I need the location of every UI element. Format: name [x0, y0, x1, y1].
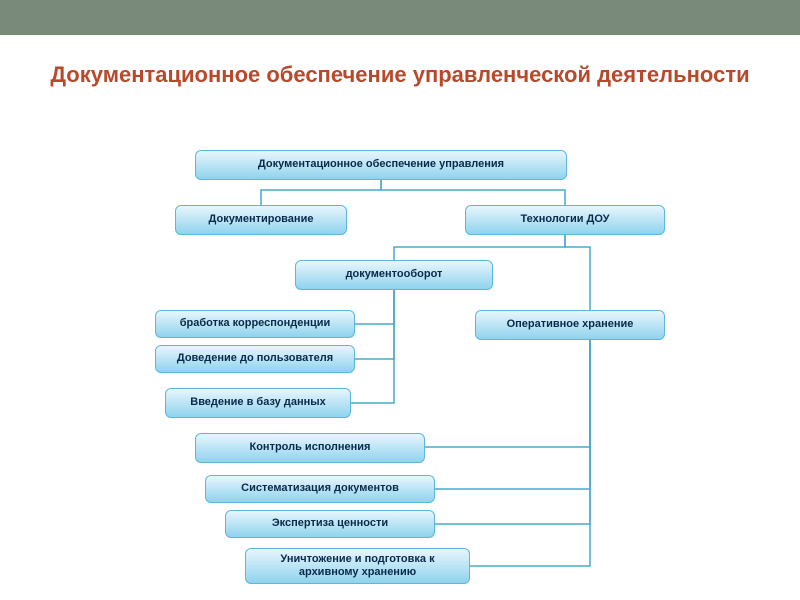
org-diagram: Документационное обеспечение управления Д… [165, 150, 665, 600]
top-bar [0, 0, 800, 35]
node-doc: Документирование [175, 205, 347, 235]
node-user: Доведение до пользователя [155, 345, 355, 373]
node-corr: бработка корреспонденции [155, 310, 355, 338]
node-flow: документооборот [295, 260, 493, 290]
node-root: Документационное обеспечение управления [195, 150, 567, 180]
node-db: Введение в базу данных [165, 388, 351, 418]
node-exp: Экспертиза ценности [225, 510, 435, 538]
node-sys: Систематизация документов [205, 475, 435, 503]
slide-title: Документационное обеспечение управленчес… [0, 60, 800, 91]
node-ctrl: Контроль исполнения [195, 433, 425, 463]
node-storage: Оперативное хранение [475, 310, 665, 340]
node-tech: Технологии ДОУ [465, 205, 665, 235]
slide-content: Документационное обеспечение управленчес… [0, 35, 800, 600]
node-arch: Уничтожение и подготовка к архивному хра… [245, 548, 470, 584]
